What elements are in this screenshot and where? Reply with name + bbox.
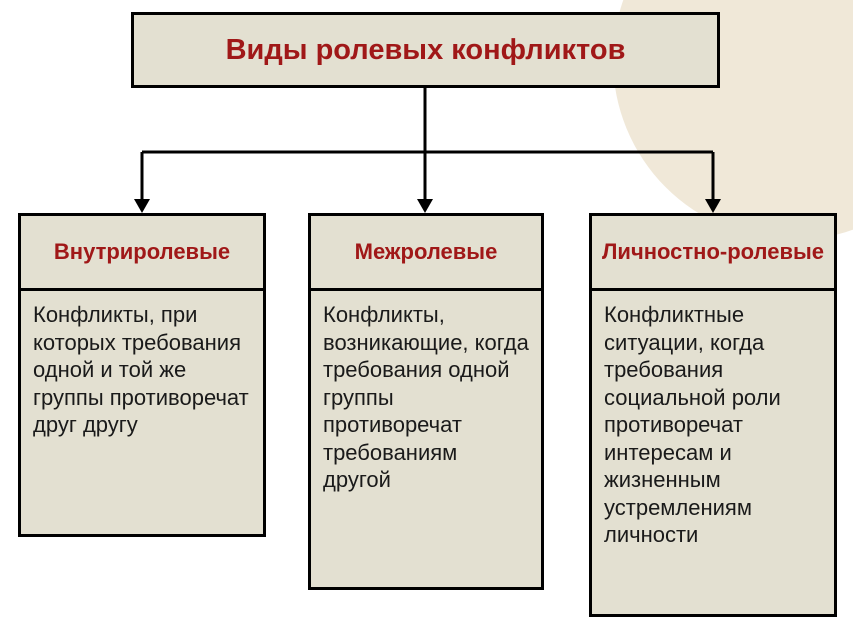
col2-header: Межролевые bbox=[355, 239, 498, 264]
col3-header: Личностно-ролевые bbox=[602, 239, 824, 264]
col3-body: Конфликтные ситуации, когда требования с… bbox=[604, 301, 822, 549]
col3-header-box: Личностно-ролевые bbox=[589, 213, 837, 291]
diagram-title: Виды ролевых конфликтов bbox=[226, 34, 626, 67]
col1-header: Внутриролевые bbox=[54, 239, 230, 264]
col1-body-box: Конфликты, при которых требования одной … bbox=[18, 291, 266, 537]
diagram-canvas: Виды ролевых конфликтов Внутриролевые Ко… bbox=[0, 0, 853, 619]
title-box: Виды ролевых конфликтов bbox=[131, 12, 720, 88]
col1-header-box: Внутриролевые bbox=[18, 213, 266, 291]
col2-header-box: Межролевые bbox=[308, 213, 544, 291]
col2-body-box: Конфликты, возникающие, когда требования… bbox=[308, 291, 544, 590]
col2-body: Конфликты, возникающие, когда требования… bbox=[323, 301, 529, 494]
col3-body-box: Конфликтные ситуации, когда требования с… bbox=[589, 291, 837, 617]
col1-body: Конфликты, при которых требования одной … bbox=[33, 301, 251, 439]
